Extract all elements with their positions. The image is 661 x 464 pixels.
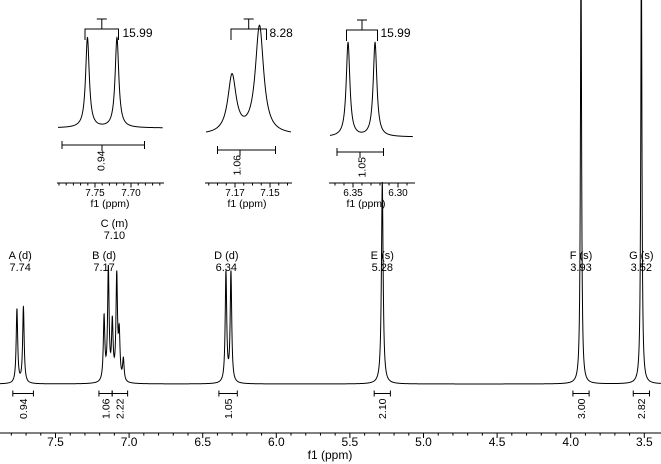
text-layer: 7.5 7.0 6.5 6.0 5.5 5.0 4.5 4.0 3.5 f1 (…	[9, 26, 654, 462]
x-axis-title: f1 (ppm)	[308, 448, 353, 462]
x-tick-label: 5.0	[415, 435, 432, 449]
inset3-integral-value: 1.05	[356, 157, 368, 178]
peak-label-g-shift: 3.52	[631, 262, 652, 274]
integral-value: 1.06	[100, 398, 112, 419]
inset1-axis-title: f1 (ppm)	[90, 198, 129, 210]
inset3-coupling-bracket	[346, 29, 378, 41]
integral-value: 3.00	[576, 398, 588, 419]
geometry-layer	[0, 0, 661, 438]
peak-label-c-shift: 7.10	[104, 230, 125, 242]
x-tick-label: 4.5	[489, 435, 506, 449]
x-tick-label: 6.0	[268, 435, 285, 449]
inset1-curve	[57, 36, 163, 129]
inset2-integral-value: 1.06	[231, 155, 243, 176]
peak-label-e-shift: 5.28	[372, 262, 393, 274]
inset2-axis-title: f1 (ppm)	[227, 198, 266, 210]
inset3-curve	[329, 41, 413, 138]
x-tick-label: 6.5	[194, 435, 211, 449]
peak-label-b-shift: 7.17	[93, 262, 114, 274]
integral-value: 0.94	[18, 398, 30, 419]
main-spectrum-curve	[0, 0, 661, 385]
integral-value: 1.05	[223, 398, 235, 419]
inset2-curve	[205, 24, 291, 133]
inset1-coupling-bracket	[84, 28, 119, 40]
x-tick-label: 7.5	[47, 435, 64, 449]
inset3-axis-title: f1 (ppm)	[346, 198, 385, 210]
inset3-j-coupling-value: 15.99	[381, 26, 411, 40]
peak-label-g-name: G (s)	[629, 250, 653, 262]
integral-value: 2.82	[636, 398, 648, 419]
peak-label-f-shift: 3.93	[570, 262, 591, 274]
integral-value: 2.22	[115, 398, 127, 419]
peak-label-a-shift: 7.74	[9, 262, 30, 274]
inset1-j-coupling-value: 15.99	[123, 26, 153, 40]
x-tick-label: 4.0	[562, 435, 579, 449]
peak-label-b-name: B (d)	[92, 250, 116, 262]
peak-label-d-name: D (d)	[214, 250, 238, 262]
inset3-tick-label: 6.30	[388, 188, 408, 199]
inset2-tick-label: 7.17	[225, 188, 245, 199]
inset2-tick-label: 7.15	[260, 188, 280, 199]
peak-label-d-shift: 6.34	[216, 262, 237, 274]
inset1-integral-value: 0.94	[96, 150, 108, 171]
inset3-tick-label: 6.35	[343, 188, 363, 199]
inset1-tick-label: 7.75	[85, 188, 105, 199]
x-tick-label: 3.5	[636, 435, 653, 449]
integral-value: 2.10	[377, 398, 389, 419]
inset1-tick-label: 7.70	[121, 188, 141, 199]
peak-label-c-name: C (m)	[101, 218, 129, 230]
x-tick-label: 7.0	[121, 435, 138, 449]
peak-label-e-name: E (s)	[371, 250, 394, 262]
x-tick-label: 5.5	[342, 435, 359, 449]
peak-label-f-name: F (s)	[570, 250, 593, 262]
peak-label-a-name: A (d)	[9, 250, 32, 262]
inset2-j-coupling-value: 8.28	[270, 26, 294, 40]
